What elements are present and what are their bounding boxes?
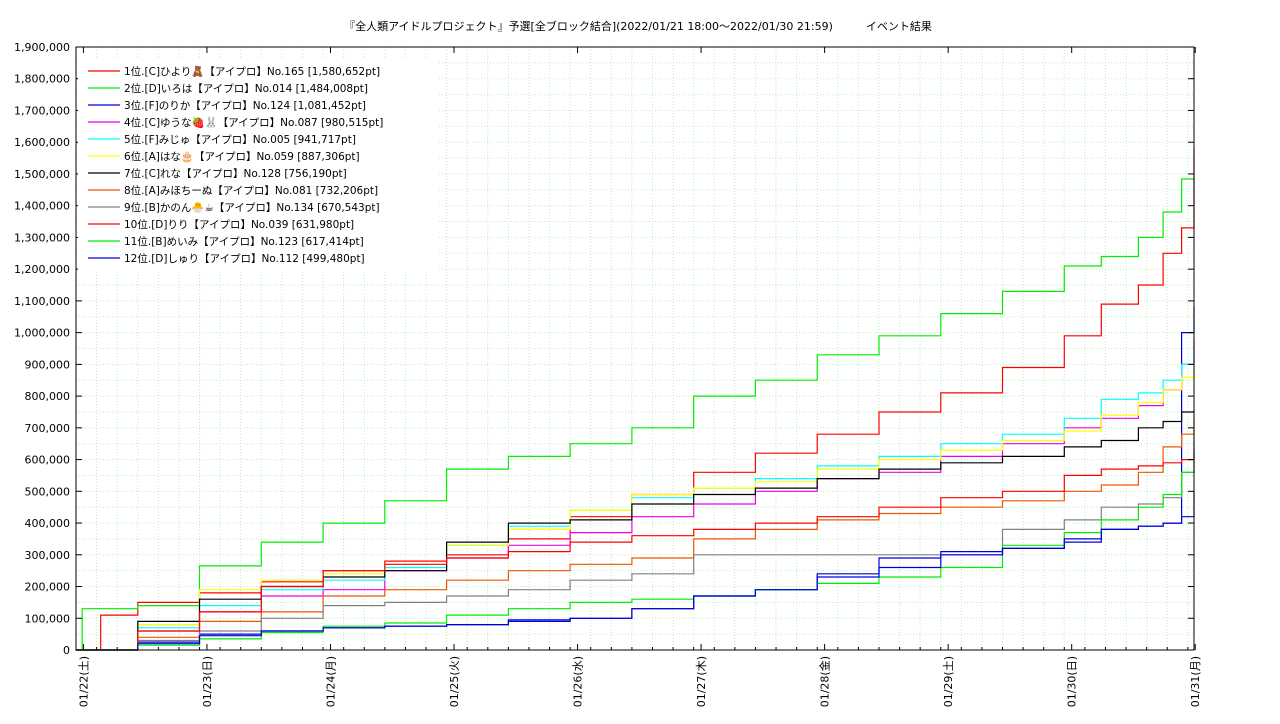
y-tick-label: 1,100,000: [14, 295, 70, 308]
x-tick-label: 01/25(火): [448, 656, 461, 707]
y-tick-label: 700,000: [25, 422, 71, 435]
y-tick-label: 0: [63, 644, 70, 657]
x-tick-label: 01/24(月): [324, 656, 337, 707]
x-tick-label: 01/31(月): [1189, 656, 1202, 707]
y-tick-label: 1,500,000: [14, 168, 70, 181]
legend-label: 10位.[D]りり【アイプロ】No.039 [631,980pt]: [124, 218, 354, 231]
y-tick-label: 900,000: [25, 358, 71, 371]
series-line-10: [76, 449, 1195, 651]
series-line-11: [76, 454, 1195, 651]
legend-label: 1位.[C]ひより🧸【アイプロ】No.165 [1,580,652pt]: [124, 65, 380, 78]
axes: 0 100,000 200,000 300,000 400,000 500,000 600,…: [14, 41, 1202, 707]
y-tick-label: 600,000: [25, 454, 71, 467]
y-tick-label: 100,000: [25, 612, 71, 625]
legend-label: 5位.[F]みじゅ【アイプロ】No.005 [941,717pt]: [124, 133, 356, 146]
legend-label: 3位.[F]のりか【アイプロ】No.124 [1,081,452pt]: [124, 99, 366, 112]
legend-label: 9位.[B]かのん🐣☕【アイプロ】No.134 [670,543pt]: [124, 201, 380, 214]
legend-label: 11位.[B]めいみ【アイプロ】No.123 [617,414pt]: [124, 235, 364, 248]
y-tick-label: 300,000: [25, 549, 71, 562]
x-tick-label: 01/27(木): [695, 656, 708, 707]
y-tick-label: 500,000: [25, 485, 71, 498]
y-tick-label: 400,000: [25, 517, 71, 530]
series-line-9: [76, 437, 1195, 651]
x-tick-label: 01/22(土): [77, 656, 90, 707]
series-line-2: [76, 178, 1194, 651]
series-line-8: [76, 417, 1195, 651]
series-line-12: [76, 491, 1195, 651]
legend-label: 4位.[C]ゆうな🍓🐰【アイプロ】No.087 [980,515pt]: [124, 116, 383, 129]
series-line-3: [76, 306, 1195, 651]
x-tick-label: 01/28(金): [818, 656, 832, 707]
chart-title: 『全人類アイドルプロジェクト』予選[全ブロック結合](2022/01/21 18…: [344, 19, 932, 33]
y-tick-label: 1,000,000: [14, 327, 70, 340]
legend-label: 12位.[D]しゅり【アイプロ】No.112 [499,480pt]: [124, 252, 365, 265]
plot-frame: [75, 46, 1195, 651]
legend-label: 7位.[C]れな【アイプロ】No.128 [756,190pt]: [124, 167, 347, 180]
legend-label: 8位.[A]みほちーぬ【アイプロ】No.081 [732,206pt]: [124, 184, 378, 197]
legend-background: [78, 59, 438, 271]
y-tick-label: 1,900,000: [14, 41, 70, 54]
legend-label: 6位.[A]はな🎂【アイプロ】No.059 [887,306pt]: [124, 150, 360, 163]
y-tick-label: 800,000: [25, 390, 71, 403]
y-tick-label: 1,800,000: [14, 73, 70, 86]
y-tick-label: 200,000: [25, 581, 71, 594]
legend-label: 2位.[D]いろは【アイプロ】No.014 [1,484,008pt]: [124, 82, 368, 95]
x-tick-label: 01/23(日): [201, 656, 214, 707]
x-tick-label: 01/29(土): [942, 656, 955, 707]
y-tick-label: 1,400,000: [14, 200, 70, 213]
y-tick-label: 1,600,000: [14, 136, 70, 149]
y-tick-label: 1,200,000: [14, 263, 70, 276]
y-tick-label: 1,300,000: [14, 231, 70, 244]
y-tick-label: 1,700,000: [14, 104, 70, 117]
series-lines: [76, 148, 1195, 651]
x-tick-label: 01/26(水): [572, 656, 585, 707]
x-tick-label: 01/30(日): [1066, 656, 1079, 707]
legend: 1位.[C]ひより🧸【アイプロ】No.165 [1,580,652pt] 2位.[…: [78, 59, 438, 271]
series-line-6: [76, 368, 1195, 651]
